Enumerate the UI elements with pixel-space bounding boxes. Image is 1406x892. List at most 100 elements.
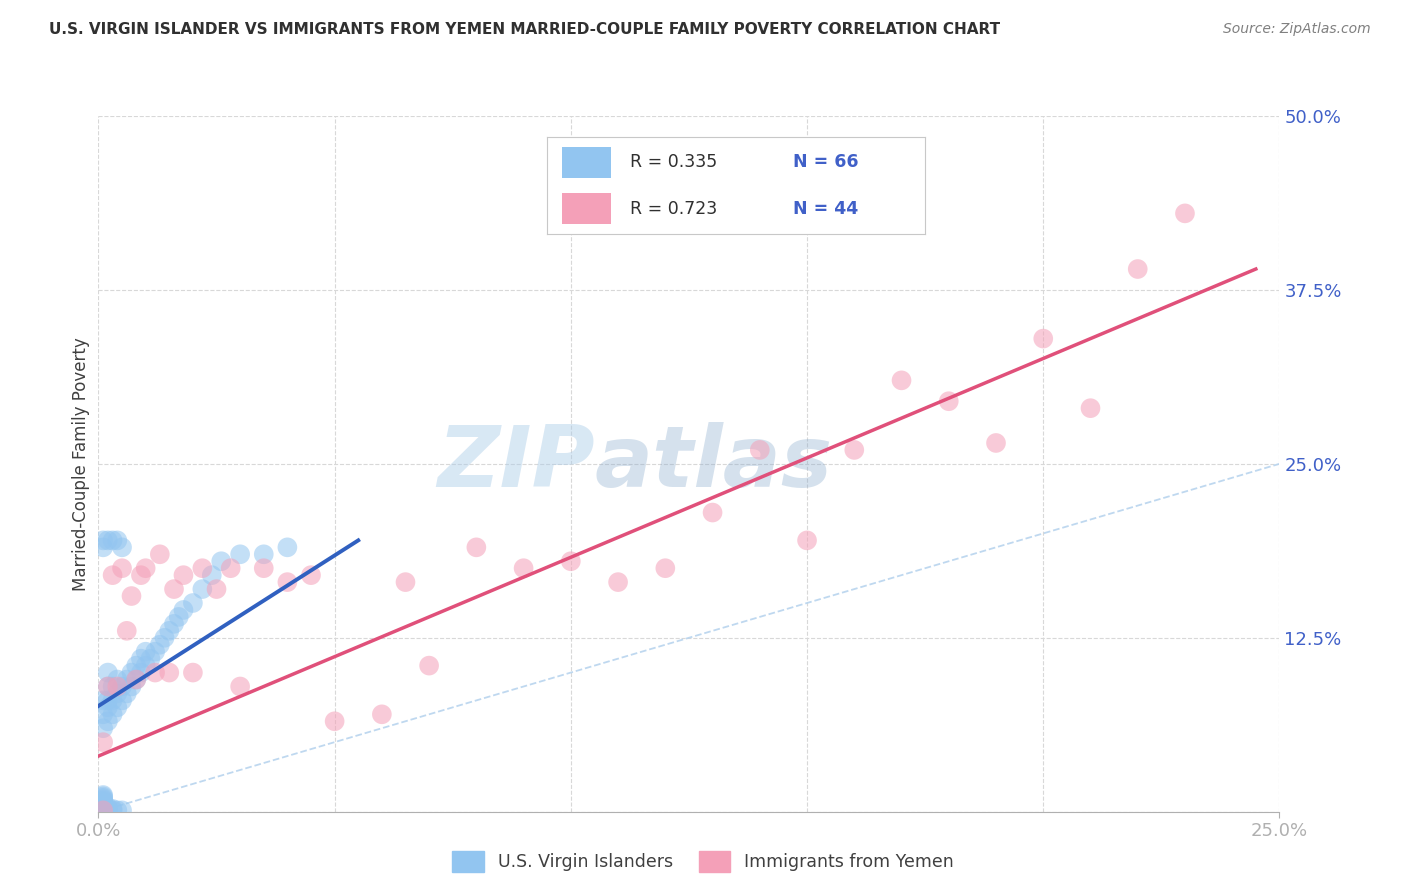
Point <box>101 803 124 817</box>
Point <box>97 800 120 814</box>
Point <box>97 700 120 714</box>
Y-axis label: Married-Couple Family Poverty: Married-Couple Family Poverty <box>72 337 90 591</box>
Point <box>91 803 114 817</box>
Point <box>1174 206 1197 220</box>
Point <box>91 693 114 707</box>
Point <box>91 797 114 812</box>
Point <box>135 561 157 575</box>
Point <box>654 561 676 575</box>
Point <box>97 693 120 707</box>
Point <box>163 582 186 596</box>
Point <box>394 575 416 590</box>
Text: ZIP: ZIP <box>437 422 595 506</box>
Text: Source: ZipAtlas.com: Source: ZipAtlas.com <box>1223 22 1371 37</box>
Point <box>702 506 724 520</box>
Point <box>91 721 114 735</box>
Point <box>172 568 194 582</box>
Point <box>219 561 242 575</box>
Point <box>115 673 138 687</box>
Point <box>139 651 162 665</box>
Point <box>938 394 960 409</box>
Point <box>229 680 252 694</box>
Point <box>105 680 128 694</box>
Point <box>91 800 114 814</box>
Point <box>111 680 134 694</box>
Point <box>1126 262 1149 277</box>
Point <box>172 603 194 617</box>
Point <box>115 624 138 638</box>
Point <box>167 610 190 624</box>
Point <box>111 693 134 707</box>
Point <box>91 794 114 808</box>
Point <box>191 561 214 575</box>
Point <box>97 714 120 729</box>
Point <box>129 665 152 680</box>
Point <box>91 792 114 806</box>
Text: atlas: atlas <box>595 422 832 506</box>
Point <box>91 797 114 811</box>
Point <box>299 568 322 582</box>
Point <box>91 790 114 805</box>
Point <box>143 645 166 659</box>
Point <box>371 707 394 722</box>
Point <box>105 533 128 548</box>
Point <box>91 541 114 555</box>
Point <box>276 541 298 555</box>
Point <box>91 533 114 548</box>
Point <box>121 589 143 603</box>
Legend: U.S. Virgin Islanders, Immigrants from Yemen: U.S. Virgin Islanders, Immigrants from Y… <box>446 844 960 879</box>
Point <box>97 680 120 694</box>
Point <box>101 707 124 722</box>
Point <box>253 561 276 575</box>
Point <box>111 541 134 555</box>
Point <box>125 673 148 687</box>
Point <box>512 561 534 575</box>
Point <box>97 680 120 694</box>
Point <box>129 568 152 582</box>
Point <box>101 533 124 548</box>
Point <box>111 803 134 817</box>
Point <box>157 665 180 680</box>
Point <box>135 645 157 659</box>
Point <box>105 803 128 817</box>
Point <box>1032 332 1054 346</box>
Point <box>253 547 276 561</box>
Point <box>323 714 346 729</box>
Point <box>101 680 124 694</box>
Point <box>157 624 180 638</box>
Point <box>97 803 120 817</box>
Point <box>418 658 440 673</box>
Point <box>97 665 120 680</box>
Point <box>201 568 224 582</box>
Point <box>101 802 124 816</box>
Point <box>149 638 172 652</box>
Point <box>105 673 128 687</box>
Point <box>560 554 582 568</box>
Point <box>97 533 120 548</box>
Point <box>984 436 1007 450</box>
Point <box>111 561 134 575</box>
Point <box>105 700 128 714</box>
Point <box>1080 401 1102 416</box>
Point <box>101 693 124 707</box>
Point <box>465 541 488 555</box>
Point <box>101 568 124 582</box>
Point <box>149 547 172 561</box>
Point <box>91 803 114 817</box>
Point <box>129 651 152 665</box>
Point <box>748 442 770 457</box>
Point <box>105 686 128 700</box>
Point <box>91 735 114 749</box>
Point <box>121 680 143 694</box>
Point <box>125 673 148 687</box>
Point <box>91 789 114 804</box>
Point <box>115 686 138 700</box>
Point <box>209 554 232 568</box>
Point <box>844 442 866 457</box>
Point <box>125 658 148 673</box>
Point <box>91 707 114 722</box>
Point <box>91 795 114 809</box>
Point <box>205 582 228 596</box>
Point <box>143 665 166 680</box>
Point <box>163 616 186 631</box>
